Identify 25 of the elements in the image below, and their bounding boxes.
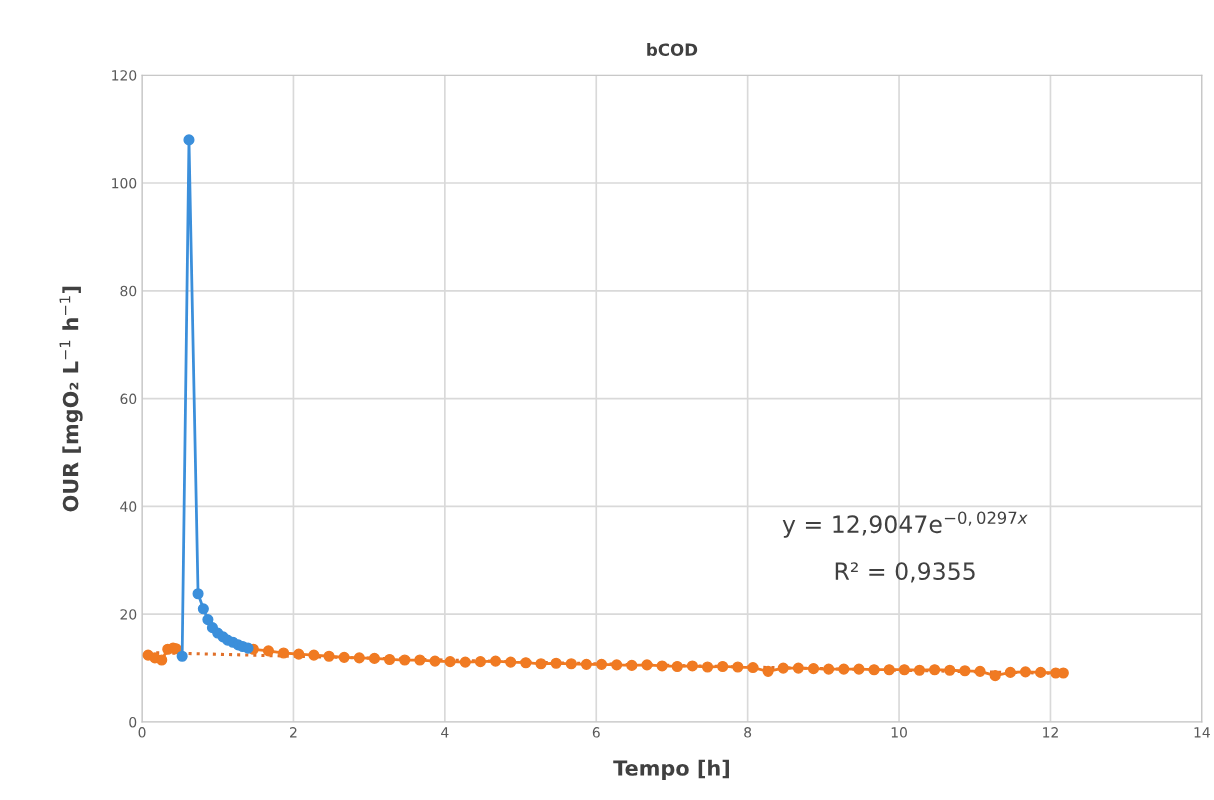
annotation: y = 12,9047e$^{−0,0297x}$ [782,511,1028,538]
chart-title: bCOD [647,43,698,56]
point [176,650,188,662]
y-tick-label: 80 [120,285,137,297]
x-tick-label: 14 [1194,727,1210,738]
point [197,603,209,615]
x-tick-label: 8 [744,727,752,738]
y-tick-label: 0 [129,716,137,728]
y-tick-label: 120 [112,70,137,81]
point [192,588,204,600]
x-tick-label: 2 [290,727,297,738]
x-tick-label: 10 [891,727,907,738]
x-tick-label: 6 [592,727,600,738]
x-axis-title: Tempo [h] [613,759,729,780]
y-tick-label: 40 [120,501,137,512]
point [202,614,214,626]
x-tick-label: 4 [441,727,449,738]
y-tick-label: 100 [112,177,137,189]
x-tick-label: 12 [1043,727,1058,738]
point [183,134,195,146]
x-tick-label: 0 [138,727,146,738]
y-tick-label: 60 [120,393,137,405]
annotation: R² = 0,9355 [835,562,975,583]
y-tick-label: 20 [120,609,137,620]
y-axis-title: OUR [mgO₂ L$^{−1}$ h$^{−1}$] [59,286,83,512]
